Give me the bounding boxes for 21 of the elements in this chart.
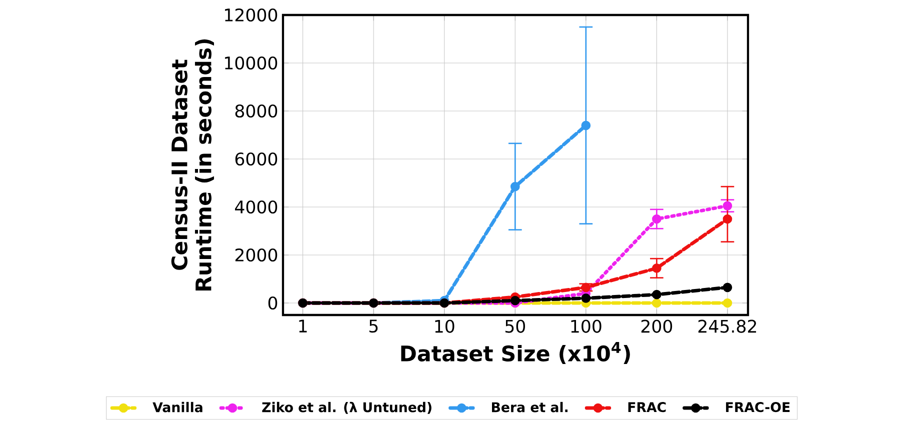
y-axis-title: Census-II Dataset Runtime (in seconds) [171,39,214,290]
x-tick-label: 200 [641,320,672,333]
x-tick-label: 100 [571,320,602,333]
y-tick-label: 8000 [235,104,278,118]
x-tick-label: 5 [369,320,378,333]
y-tick-label: 2000 [235,248,278,262]
y-tick-label: 4000 [235,200,278,214]
legend-label: Ziko et al. (λ Untuned) [262,402,432,414]
x-tick-label: 245.82 [698,320,756,333]
legend-label: Vanilla [152,402,202,412]
y-tick-label: 0 [268,296,278,310]
legend-label: FRAC [628,402,666,412]
x-tick-label: 10 [435,320,454,333]
legend-label: FRAC-OE [726,402,790,412]
x-tick-label: 50 [505,320,526,333]
x-tick-label: 1 [299,320,307,332]
legend-label: Bera et al. [492,402,568,412]
y-tick-label: 12000 [225,8,278,22]
y-tick-label: 10000 [225,56,278,70]
y-tick-label: 6000 [235,152,278,166]
x-axis-title: Dataset Size (x10$^{4}$) [401,342,630,364]
